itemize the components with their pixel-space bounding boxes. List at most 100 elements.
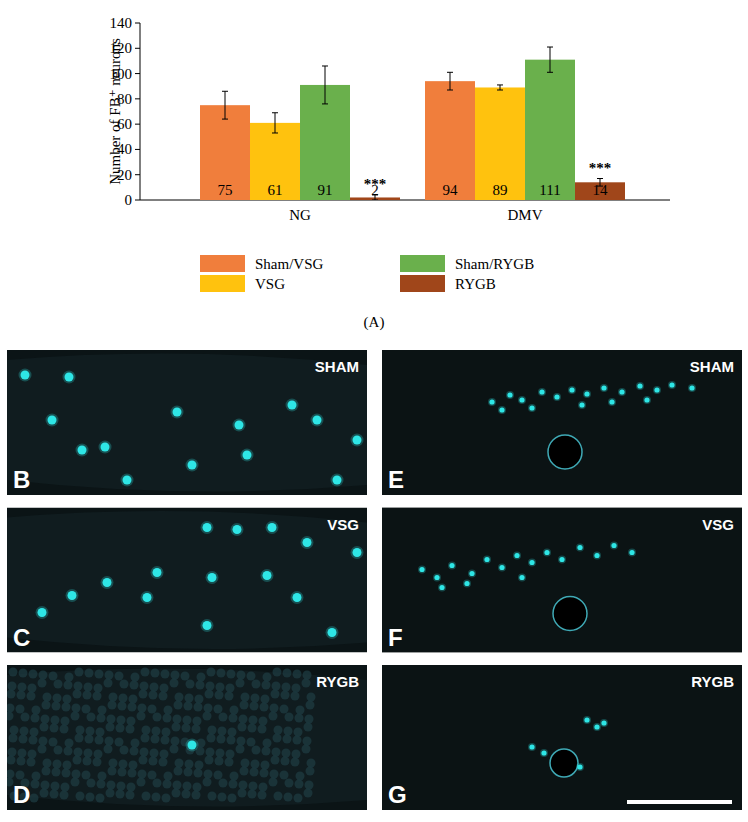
micrograph-background bbox=[7, 350, 367, 495]
cell-texture bbox=[194, 769, 203, 778]
cell-texture bbox=[54, 680, 63, 689]
cell-texture bbox=[128, 769, 137, 778]
cell-texture bbox=[305, 781, 314, 790]
cell-texture bbox=[251, 694, 260, 703]
micrograph-content bbox=[382, 665, 742, 810]
cell-texture bbox=[150, 749, 159, 758]
cell-texture bbox=[85, 735, 94, 744]
cell-texture bbox=[296, 706, 305, 715]
panel-title: SHAM bbox=[690, 358, 734, 375]
cell-texture bbox=[218, 793, 227, 802]
tissue bbox=[7, 669, 367, 807]
neuron-glow bbox=[206, 571, 219, 584]
micrograph: BSHAM bbox=[7, 350, 367, 495]
y-tick bbox=[135, 200, 140, 201]
neuron-glow bbox=[99, 441, 112, 454]
cell-texture bbox=[237, 737, 246, 746]
cell-texture bbox=[292, 684, 301, 693]
micrograph-background bbox=[382, 350, 742, 495]
cell-texture bbox=[193, 717, 202, 726]
cell-texture bbox=[307, 759, 316, 768]
cell-texture bbox=[172, 789, 181, 798]
neuron-glow bbox=[186, 739, 199, 752]
cell-texture bbox=[225, 692, 234, 701]
legend-swatch bbox=[200, 275, 245, 292]
bar bbox=[475, 87, 525, 200]
error-cap bbox=[222, 91, 228, 92]
neuron-glow bbox=[101, 576, 114, 589]
cell-texture bbox=[219, 779, 228, 788]
cell-texture bbox=[41, 781, 50, 790]
cell-texture bbox=[252, 680, 261, 689]
cell-texture bbox=[164, 772, 173, 781]
cell-texture bbox=[43, 693, 52, 702]
cell-texture bbox=[192, 791, 201, 800]
cell-texture bbox=[126, 791, 135, 800]
neuron-glow bbox=[19, 369, 32, 382]
cell-texture bbox=[249, 782, 258, 791]
error-cap bbox=[497, 84, 503, 85]
cell-texture bbox=[226, 750, 235, 759]
neuron-glow bbox=[636, 382, 644, 390]
neuron-glow bbox=[171, 406, 184, 419]
cell-texture bbox=[302, 745, 311, 754]
cell-texture bbox=[274, 792, 283, 801]
cell-texture bbox=[306, 701, 315, 710]
cell-texture bbox=[163, 714, 172, 723]
cell-texture bbox=[27, 692, 36, 701]
cell-texture bbox=[94, 684, 103, 693]
cell-texture bbox=[261, 695, 270, 704]
cell-texture bbox=[61, 717, 70, 726]
cell-texture bbox=[108, 767, 117, 776]
cell-texture bbox=[263, 739, 272, 748]
tissue bbox=[7, 511, 367, 649]
neuron-glow bbox=[528, 404, 536, 412]
cell-texture bbox=[109, 759, 118, 768]
cell-texture bbox=[162, 728, 171, 737]
cell-texture bbox=[142, 792, 151, 801]
cell-texture bbox=[260, 769, 269, 778]
neuron-glow bbox=[76, 444, 89, 457]
central-canal bbox=[548, 435, 582, 469]
cell-texture bbox=[54, 746, 63, 755]
cell-texture bbox=[303, 737, 312, 746]
neuron-glow bbox=[418, 566, 426, 574]
significance: *** bbox=[364, 176, 387, 192]
cell-texture bbox=[94, 750, 103, 759]
neuron-glow bbox=[653, 386, 661, 394]
cell-texture bbox=[31, 780, 40, 789]
cell-texture bbox=[292, 750, 301, 759]
cell-texture bbox=[307, 693, 316, 702]
cell-texture bbox=[16, 771, 25, 780]
neuron-glow bbox=[488, 398, 496, 406]
cell-texture bbox=[32, 706, 41, 715]
cell-texture bbox=[259, 717, 268, 726]
cell-texture bbox=[225, 758, 234, 767]
cell-texture bbox=[160, 750, 169, 759]
cell-texture bbox=[83, 691, 92, 700]
cell-texture bbox=[109, 693, 118, 702]
error-cap bbox=[372, 200, 378, 201]
cell-texture bbox=[53, 694, 62, 703]
cell-texture bbox=[9, 734, 18, 743]
cell-texture bbox=[82, 771, 91, 780]
cell-texture bbox=[30, 728, 39, 737]
figure: 020406080100120140Number of FB⁺ neuronsN… bbox=[0, 0, 748, 822]
error-line bbox=[500, 85, 501, 90]
cell-texture bbox=[71, 778, 80, 787]
neuron-glow bbox=[241, 449, 254, 462]
cell-texture bbox=[107, 715, 116, 724]
cell-texture bbox=[85, 669, 94, 678]
cell-texture bbox=[195, 695, 204, 704]
bar bbox=[425, 81, 475, 200]
cell-texture bbox=[129, 761, 138, 770]
cell-texture bbox=[51, 782, 60, 791]
neuron-glow bbox=[568, 386, 576, 394]
error-bar bbox=[272, 113, 278, 133]
cell-texture bbox=[17, 691, 26, 700]
micrograph-background bbox=[7, 665, 367, 810]
cell-texture bbox=[203, 778, 212, 787]
cell-texture bbox=[207, 734, 216, 743]
neuron-glow bbox=[610, 542, 618, 550]
micrograph: ESHAM bbox=[382, 350, 742, 495]
